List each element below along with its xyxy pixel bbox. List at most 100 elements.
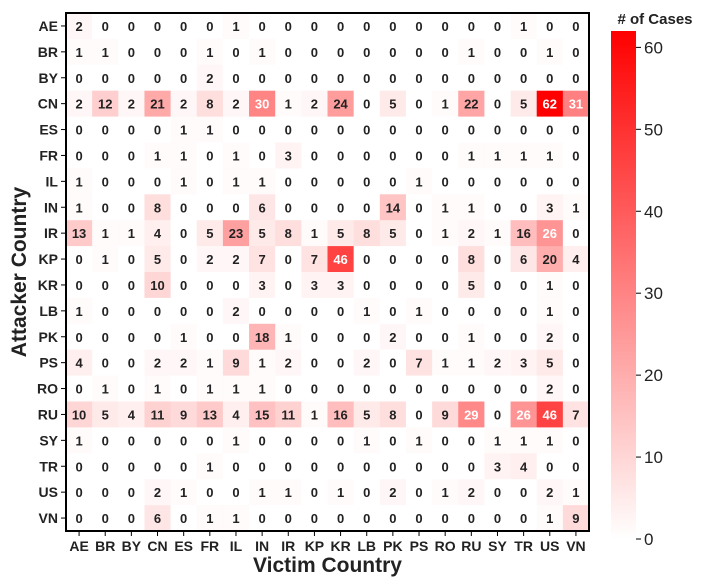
heatmap-cell — [249, 168, 276, 195]
heatmap-cell — [275, 13, 302, 40]
heatmap-cell — [144, 427, 172, 454]
heatmap-cell — [249, 13, 276, 40]
heatmap-cell — [275, 401, 302, 428]
heatmap-cell — [66, 349, 93, 377]
cell-value-label: 0 — [363, 148, 370, 163]
heatmap-cell — [301, 349, 328, 377]
heatmap-cell — [118, 194, 145, 221]
heatmap-cell — [66, 401, 93, 428]
cell-value-label: 0 — [494, 174, 501, 189]
heatmap-cell — [536, 349, 564, 377]
cell-value-label: 0 — [180, 19, 187, 34]
heatmap-cell — [484, 13, 512, 40]
heatmap-cell — [432, 453, 459, 480]
cell-value-label: 1 — [311, 226, 318, 241]
cell-value-label: 1 — [75, 174, 82, 189]
cell-value-label: 0 — [285, 511, 292, 526]
cell-value-label: 0 — [180, 226, 187, 241]
heatmap-cell — [144, 220, 172, 247]
heatmap-cell — [301, 13, 328, 40]
cell-value-label: 0 — [520, 200, 527, 215]
y-tick-label: FR — [39, 147, 58, 163]
cell-value-label: 0 — [128, 330, 135, 345]
heatmap-cell — [510, 194, 538, 221]
heatmap-cell — [327, 220, 355, 247]
heatmap-cell — [562, 13, 590, 40]
cell-value-label: 0 — [468, 382, 475, 397]
cell-value-label: 0 — [259, 71, 266, 86]
heatmap-cell — [92, 64, 119, 92]
cell-value-label: 0 — [75, 511, 82, 526]
heatmap-cell — [458, 168, 485, 195]
heatmap-cell — [510, 220, 538, 247]
heatmap-cell — [249, 194, 276, 221]
heatmap-cell — [510, 375, 538, 402]
heatmap-cell — [510, 479, 538, 506]
cell-value-label: 0 — [494, 19, 501, 34]
heatmap-cell — [353, 453, 381, 480]
cell-value-label: 0 — [337, 459, 344, 474]
cell-value-label: 0 — [285, 174, 292, 189]
heatmap-cell — [249, 479, 276, 506]
heatmap-cell — [327, 349, 355, 377]
colorbar-tick-label: 20 — [644, 366, 663, 385]
cell-value-label: 0 — [102, 123, 109, 138]
cell-value-label: 29 — [464, 407, 478, 422]
cell-value-label: 0 — [311, 200, 318, 215]
heatmap-cell — [170, 142, 198, 169]
cell-value-label: 1 — [468, 356, 475, 371]
cell-value-label: 0 — [415, 226, 422, 241]
cell-value-label: 0 — [520, 123, 527, 138]
y-axis-title: Attacker Country — [8, 186, 31, 357]
heatmap-cell — [301, 116, 328, 143]
cell-value-label: 4 — [232, 407, 240, 422]
heatmap-cell — [458, 116, 485, 143]
heatmap-cell — [118, 90, 145, 118]
cell-value-label: 0 — [442, 511, 449, 526]
heatmap-cell — [196, 90, 224, 118]
cell-value-label: 0 — [572, 433, 579, 448]
heatmap-cell — [458, 453, 485, 480]
heatmap-cell — [196, 427, 224, 454]
cell-value-label: 1 — [180, 330, 187, 345]
heatmap-cell — [536, 246, 564, 273]
x-tick-label: KP — [305, 538, 324, 554]
heatmap-cell — [196, 142, 224, 169]
heatmap-cell — [249, 323, 276, 351]
cell-value-label: 0 — [572, 226, 579, 241]
cell-value-label: 0 — [546, 174, 553, 189]
colorbar-tick-label: 40 — [644, 202, 663, 221]
heatmap-cell — [379, 479, 407, 506]
colorbar-tick-label: 0 — [644, 530, 653, 549]
heatmap-cell — [301, 220, 328, 247]
heatmap-cell — [379, 194, 407, 221]
heatmap-cell — [92, 505, 119, 532]
cell-value-label: 20 — [543, 252, 557, 267]
cell-value-label: 0 — [75, 278, 82, 293]
cell-value-label: 15 — [255, 407, 269, 422]
cell-value-label: 1 — [259, 485, 266, 500]
heatmap-cell — [144, 505, 172, 532]
heatmap-cell — [405, 194, 433, 221]
cell-value-label: 0 — [75, 330, 82, 345]
cell-value-label: 9 — [572, 511, 579, 526]
heatmap-cell — [510, 64, 538, 92]
cell-value-label: 0 — [363, 45, 370, 60]
cell-value-label: 1 — [154, 382, 161, 397]
cell-value-label: 1 — [180, 174, 187, 189]
heatmap-cell — [275, 220, 302, 247]
heatmap-cell — [92, 38, 119, 66]
cell-value-label: 0 — [285, 200, 292, 215]
cell-value-label: 0 — [311, 330, 318, 345]
cell-value-label: 0 — [311, 382, 318, 397]
heatmap-cell — [92, 323, 119, 351]
heatmap-cell — [144, 323, 172, 351]
cell-value-label: 16 — [333, 407, 347, 422]
y-axis-ticks: AE BR BY CN ES FR IL IN IR KP KR LB PK PS RO RU SY TR US VN — [37, 18, 66, 526]
cell-value-label: 0 — [415, 123, 422, 138]
cell-value-label: 0 — [180, 433, 187, 448]
cell-value-label: 1 — [363, 433, 370, 448]
heatmap-cell — [405, 453, 433, 480]
cell-value-label: 0 — [389, 511, 396, 526]
heatmap-cell — [196, 375, 224, 402]
